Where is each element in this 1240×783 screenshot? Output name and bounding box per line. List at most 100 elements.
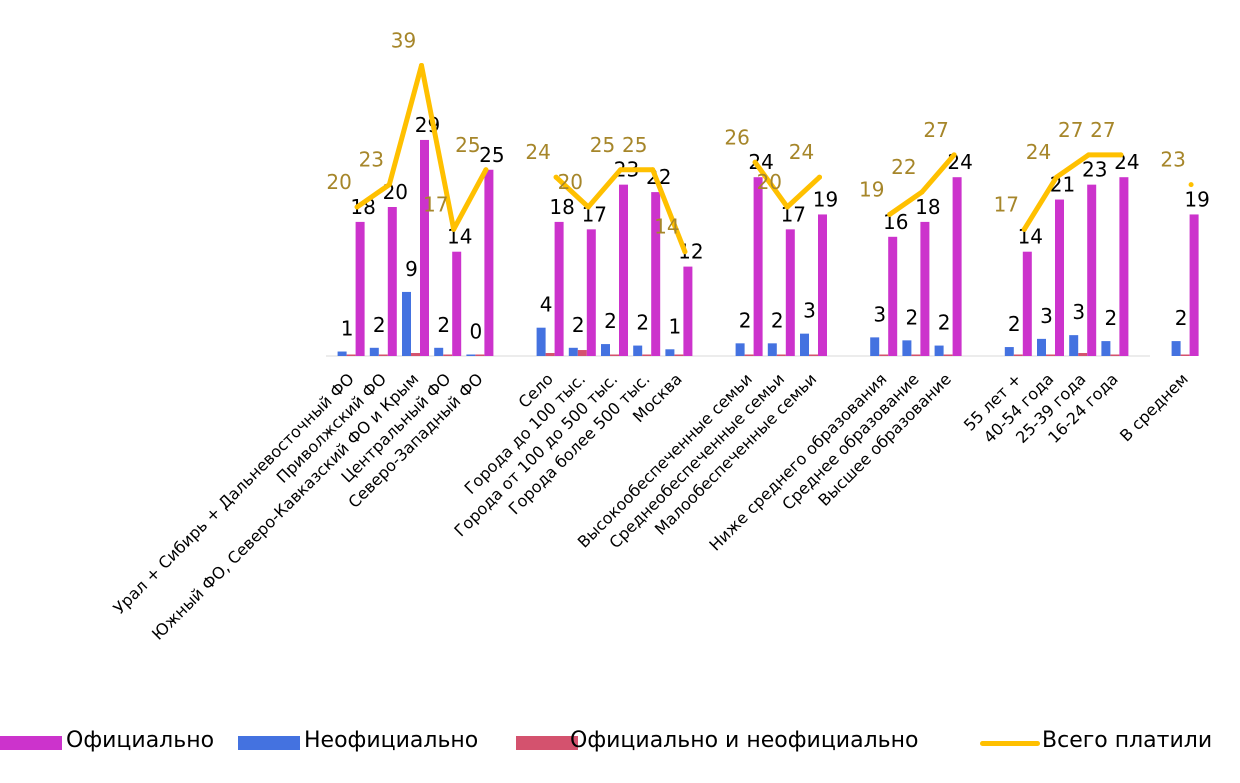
bar-unofficial-16 (1004, 347, 1014, 356)
label-total-19: 27 (1090, 118, 1115, 142)
total-point-10 (752, 159, 758, 165)
total-point-2 (419, 62, 424, 68)
label-total-14: 22 (891, 155, 916, 179)
label-unofficial-9: 1 (669, 314, 682, 338)
label-unofficial-12: 3 (803, 299, 816, 323)
bar-both-2 (411, 353, 420, 356)
legend-swatch-official (0, 736, 62, 750)
total-point-16 (1021, 226, 1027, 232)
total-point-19 (1118, 152, 1124, 158)
label-official-4: 25 (479, 143, 504, 167)
category-label-2: Южный ФО, Северо-Кавказский ФО и Крым (148, 369, 422, 643)
label-unofficial-18: 3 (1072, 300, 1085, 324)
bar-official-9 (683, 266, 693, 356)
label-unofficial-3: 2 (437, 313, 450, 337)
bar-unofficial-7 (601, 344, 610, 356)
label-total-8: 25 (622, 133, 647, 157)
bar-official-19 (1119, 177, 1129, 356)
label-total-15: 27 (923, 118, 948, 142)
label-unofficial-11: 2 (771, 308, 784, 332)
bar-both-17 (1046, 354, 1055, 356)
total-point-8 (650, 167, 656, 173)
total-point-15 (951, 152, 957, 158)
bar-unofficial-9 (665, 349, 675, 356)
label-unofficial-7: 2 (604, 309, 617, 333)
label-total-3: 17 (423, 192, 448, 216)
label-unofficial-16: 2 (1008, 312, 1021, 336)
bar-both-12 (809, 354, 818, 356)
total-point-17 (1054, 174, 1059, 180)
bar-both-4 (475, 354, 485, 356)
label-unofficial-20: 2 (1175, 306, 1188, 330)
category-label-0: Урал + Сибирь + Дальневосточный ФО (110, 369, 358, 617)
legend-label-total: Всего платили (1042, 728, 1213, 753)
label-total-16: 17 (994, 192, 1019, 216)
total-point-20 (1188, 182, 1194, 188)
bar-unofficial-17 (1037, 338, 1046, 356)
label-total-4: 25 (455, 133, 480, 157)
total-point-1 (386, 182, 392, 188)
bar-official-3 (452, 251, 462, 356)
label-official-14: 18 (915, 195, 940, 219)
label-total-12: 24 (789, 140, 814, 164)
bar-official-18 (1087, 184, 1097, 356)
label-total-18: 27 (1058, 118, 1083, 142)
bar-official-16 (1022, 251, 1032, 356)
bar-unofficial-4 (466, 354, 476, 356)
bar-both-19 (1110, 354, 1120, 356)
bar-unofficial-15 (934, 345, 944, 356)
bar-unofficial-12 (800, 333, 809, 356)
bar-official-20 (1189, 214, 1199, 356)
label-official-20: 19 (1184, 187, 1209, 211)
bar-both-5 (545, 353, 555, 356)
label-unofficial-4: 0 (470, 320, 483, 344)
bar-both-15 (943, 354, 953, 356)
legend-label-unofficial: Неофициально (304, 728, 479, 753)
label-unofficial-5: 4 (540, 293, 553, 317)
total-point-4 (483, 167, 489, 173)
bar-both-8 (642, 354, 652, 356)
bar-official-0 (355, 221, 365, 356)
label-unofficial-13: 3 (873, 302, 886, 326)
bar-official-2 (420, 139, 429, 356)
bar-both-7 (610, 354, 619, 356)
bar-official-6 (586, 229, 596, 356)
bar-both-0 (346, 354, 356, 356)
legend-swatch-unofficial (238, 736, 300, 750)
label-unofficial-8: 2 (636, 311, 649, 335)
label-unofficial-6: 2 (572, 313, 585, 337)
label-official-13: 16 (883, 210, 908, 234)
bar-unofficial-6 (568, 347, 578, 356)
bar-unofficial-10 (735, 343, 745, 356)
bar-both-9 (674, 354, 684, 356)
bar-both-13 (879, 354, 889, 356)
label-total-13: 19 (859, 177, 884, 201)
total-point-12 (817, 174, 822, 180)
bar-unofficial-0 (337, 351, 347, 356)
bar-unofficial-13 (870, 337, 880, 356)
bar-unofficial-18 (1069, 335, 1079, 356)
bar-both-6 (577, 350, 587, 356)
bar-unofficial-14 (902, 340, 912, 356)
bar-official-11 (785, 229, 795, 356)
bar-official-5 (554, 221, 564, 356)
label-unofficial-0: 1 (341, 317, 354, 341)
chart-legend: Официально Неофициально Официально и нео… (0, 722, 1240, 762)
total-point-5 (553, 174, 559, 180)
bar-official-14 (920, 221, 930, 356)
label-unofficial-1: 2 (373, 313, 386, 337)
total-point-13 (887, 211, 893, 217)
label-official-16: 14 (1018, 225, 1043, 249)
label-total-6: 20 (558, 170, 583, 194)
label-unofficial-15: 2 (938, 311, 951, 335)
bar-official-15 (952, 177, 962, 356)
bar-official-10 (753, 177, 763, 356)
label-unofficial-19: 2 (1105, 306, 1118, 330)
bar-official-8 (651, 192, 661, 356)
bar-official-12 (818, 214, 827, 356)
label-official-5: 18 (549, 195, 574, 219)
legend-label-both: Официально и неофициально (570, 728, 919, 753)
label-official-18: 23 (1082, 158, 1107, 182)
label-unofficial-10: 2 (739, 308, 752, 332)
